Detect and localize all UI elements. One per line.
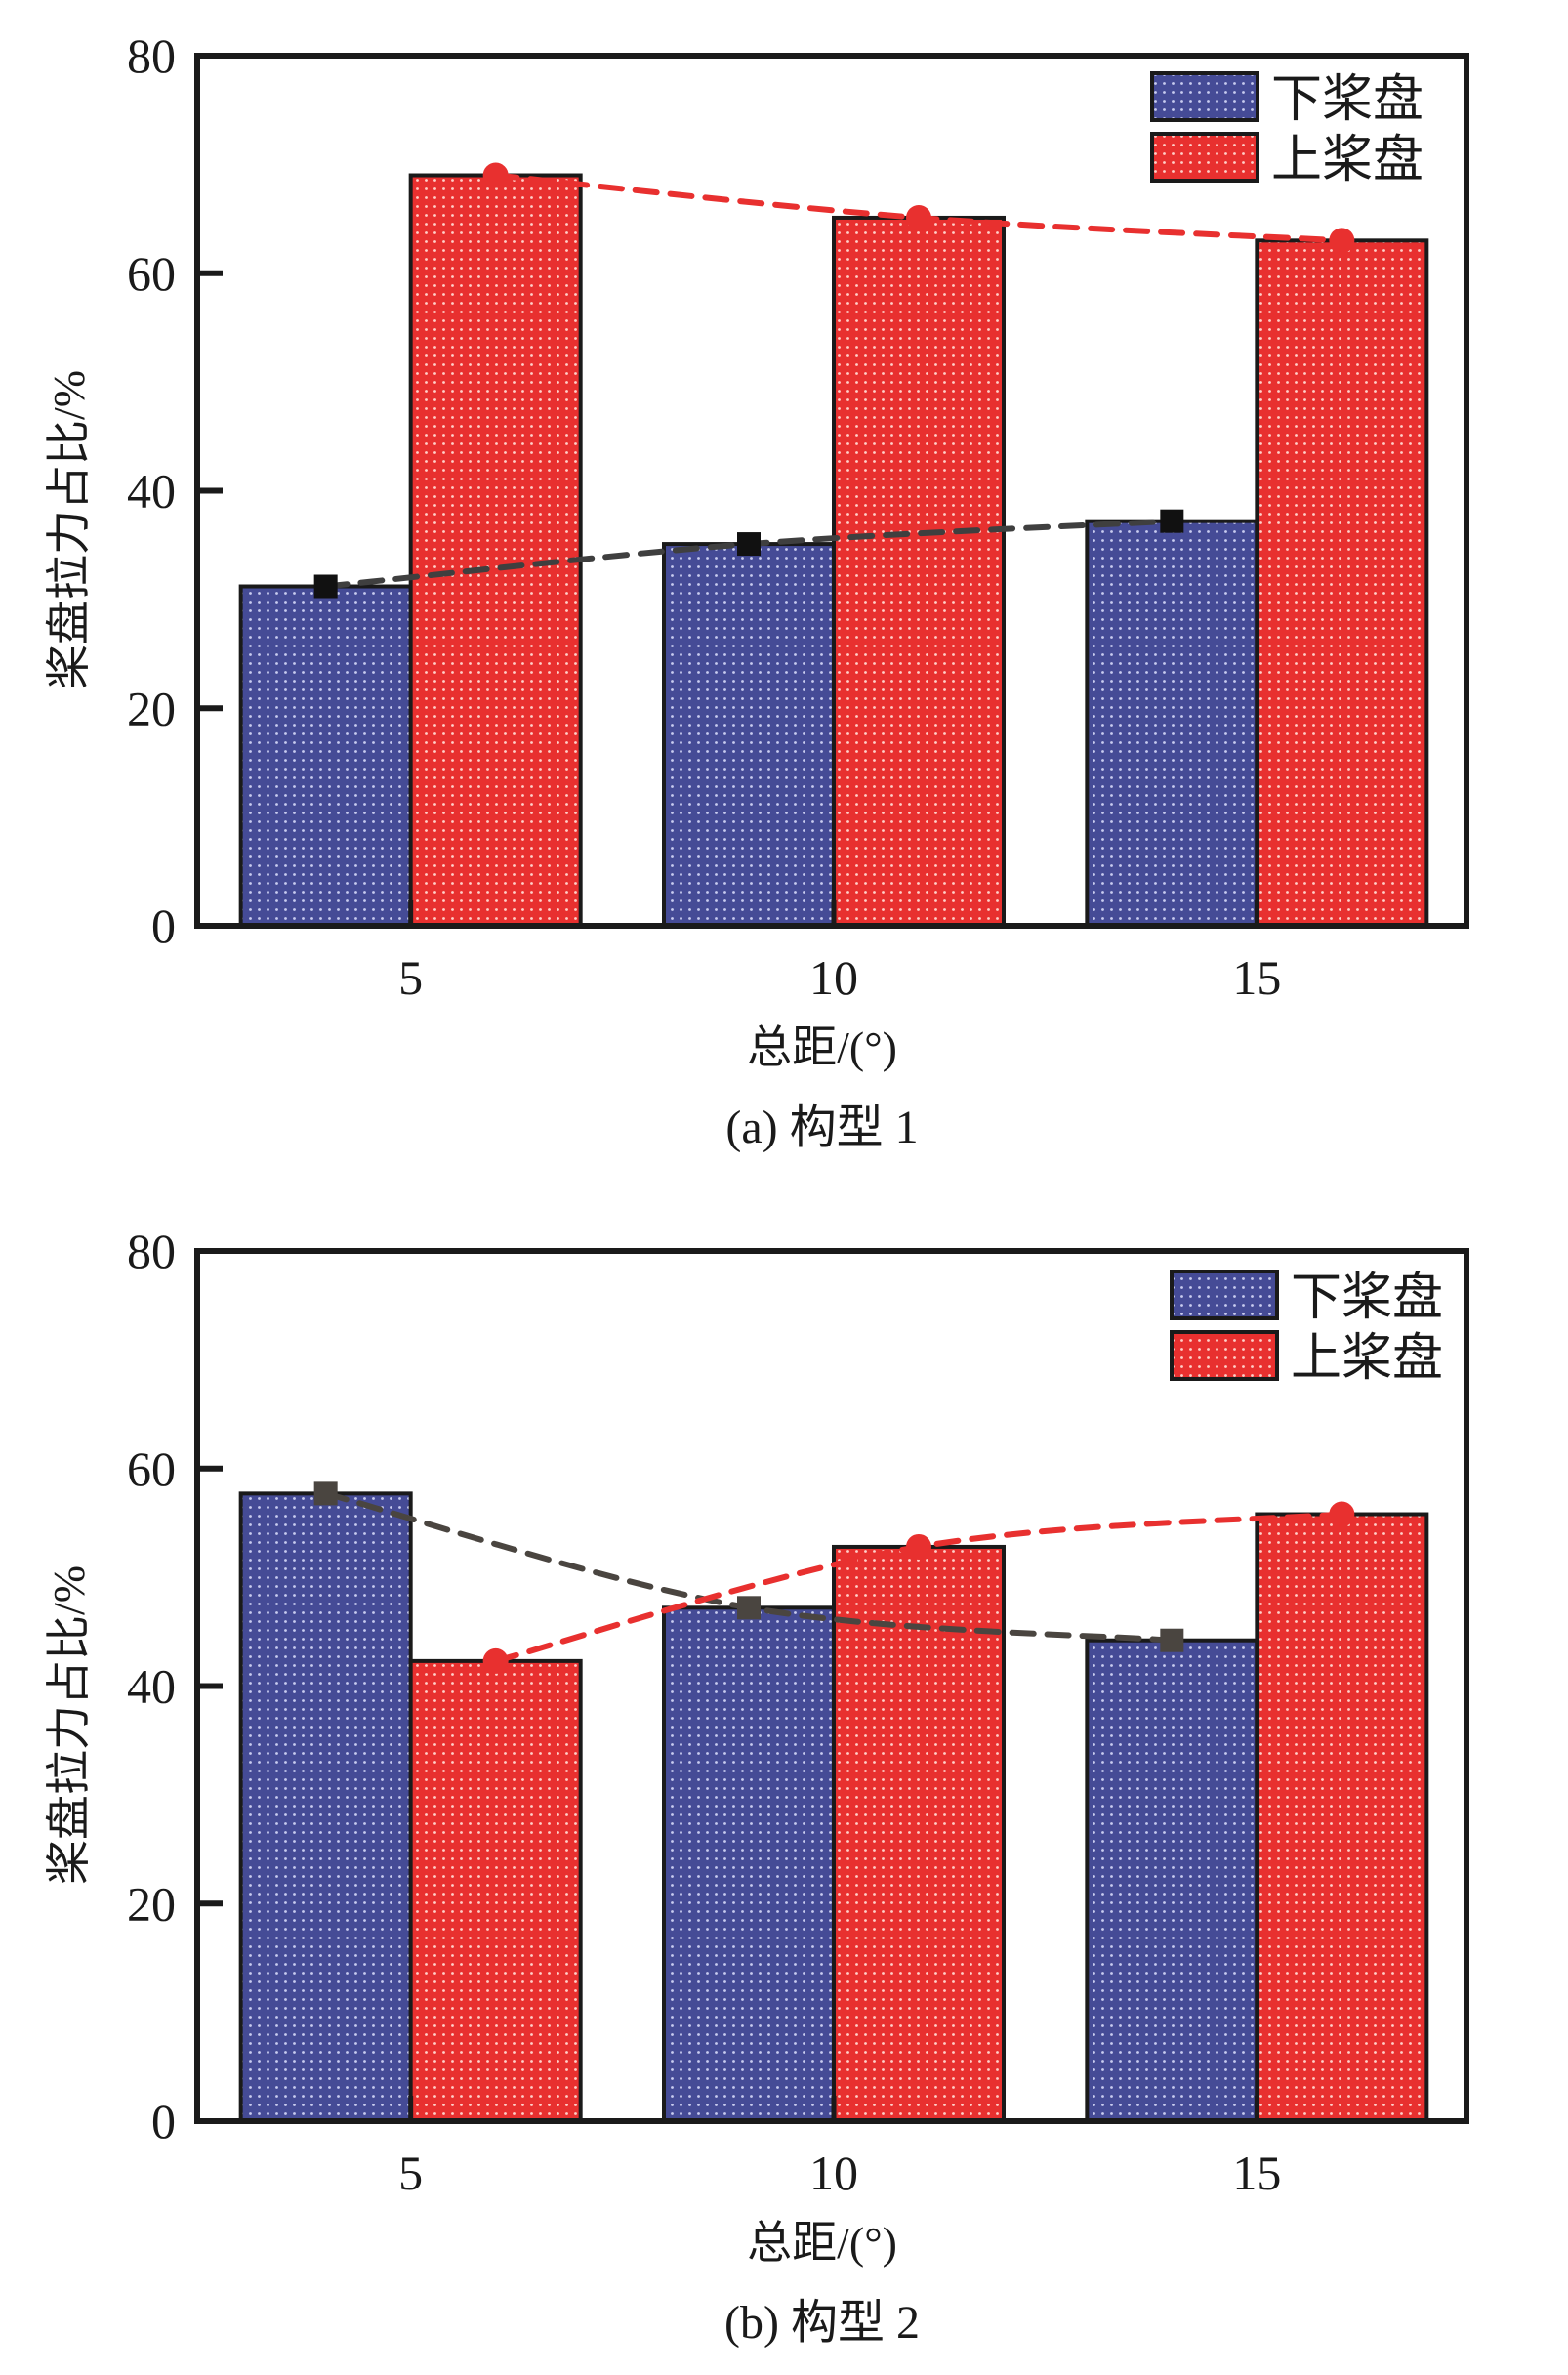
marker-lower-10 <box>737 532 761 557</box>
legend-swatch-lower <box>1150 71 1259 122</box>
y-axis-title: 桨盘拉力占比/% <box>44 1565 94 1885</box>
legend-label-upper: 上桨盘 <box>1271 133 1424 188</box>
bar-upper-15 <box>1255 238 1429 928</box>
bar-lower-10 <box>662 542 836 928</box>
bar-upper-10 <box>832 215 1006 929</box>
bar-lower-15 <box>1085 1638 1259 2124</box>
x-tick-label: 5 <box>398 950 423 1005</box>
y-tick-label: 20 <box>127 1876 176 1931</box>
trend-lines <box>313 162 1355 599</box>
legend-label-lower: 下桨盘 <box>1271 72 1424 128</box>
bars <box>238 1491 1429 2124</box>
marker-upper-10 <box>906 1533 931 1560</box>
marker-upper-15 <box>1329 228 1355 254</box>
marker-lower-15 <box>1160 1628 1184 1652</box>
bar-lower-15 <box>1085 519 1259 928</box>
marker-upper-10 <box>906 204 931 230</box>
legend-label-lower: 下桨盘 <box>1291 1271 1443 1326</box>
x-axis-title: 总距/(°) <box>747 2218 897 2268</box>
y-tick-label: 60 <box>127 246 176 301</box>
marker-lower-15 <box>1160 509 1184 533</box>
x-axis: 5 10 15 <box>398 2096 1281 2200</box>
x-axis: 5 10 15 <box>398 900 1281 1005</box>
bar-lower-5 <box>238 1491 413 2123</box>
legend: 下桨盘 上桨盘 <box>1170 1270 1443 1387</box>
bar-upper-5 <box>408 173 583 928</box>
x-tick-label: 15 <box>1232 2146 1281 2200</box>
marker-upper-5 <box>482 162 509 188</box>
y-tick-label: 80 <box>127 1224 176 1278</box>
x-tick-label: 10 <box>809 950 858 1005</box>
marker-upper-15 <box>1329 1501 1355 1527</box>
x-axis-title: 总距/(°) <box>747 1022 897 1072</box>
legend-label-upper: 上桨盘 <box>1291 1331 1443 1387</box>
marker-upper-5 <box>482 1647 509 1674</box>
y-tick-label: 20 <box>127 681 176 735</box>
x-tick-label: 15 <box>1232 950 1281 1005</box>
chart-caption: (b) 构型 2 <box>724 2297 920 2349</box>
legend-swatch-upper <box>1170 1330 1279 1381</box>
y-tick-label: 0 <box>151 2094 176 2148</box>
chart-caption: (a) 构型 1 <box>725 1102 918 1153</box>
bar-lower-5 <box>238 584 413 928</box>
y-axis: 0 20 40 60 80 <box>127 1224 223 2148</box>
marker-lower-10 <box>737 1596 761 1620</box>
marker-lower-5 <box>313 574 338 599</box>
marker-lower-5 <box>313 1481 338 1506</box>
y-tick-label: 40 <box>127 464 176 519</box>
y-tick-label: 0 <box>151 898 176 953</box>
y-tick-label: 40 <box>127 1659 176 1714</box>
x-tick-label: 10 <box>809 2146 858 2200</box>
y-tick-label: 60 <box>127 1441 176 1496</box>
y-axis-title: 桨盘拉力占比/% <box>44 370 94 689</box>
bar-lower-10 <box>662 1605 836 2124</box>
bars <box>238 173 1429 929</box>
y-axis: 0 20 40 60 80 <box>127 28 223 953</box>
legend-swatch-upper <box>1150 132 1259 183</box>
trend-lines <box>313 1481 1355 1674</box>
bar-upper-5 <box>408 1658 583 2124</box>
legend: 下桨盘 上桨盘 <box>1150 71 1424 188</box>
bar-upper-15 <box>1255 1512 1429 2123</box>
x-tick-label: 5 <box>398 2146 423 2200</box>
legend-swatch-lower <box>1170 1270 1279 1320</box>
y-tick-label: 80 <box>127 28 176 83</box>
